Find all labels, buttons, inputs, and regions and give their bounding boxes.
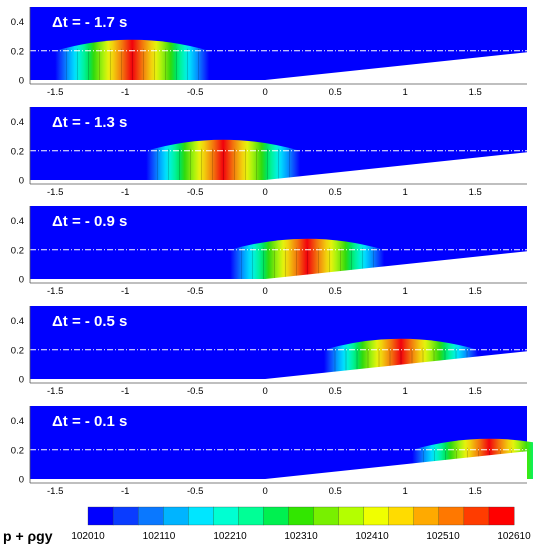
x-tick-label: 0.5 <box>329 187 342 198</box>
x-tick-label: 0.5 <box>329 286 342 297</box>
colorbar-tick-label: 102210 <box>213 531 247 542</box>
x-tick-label: -0.5 <box>187 87 203 98</box>
x-tick-label: 1 <box>403 187 408 198</box>
x-tick-label: -1.5 <box>47 286 63 297</box>
y-tick-label: 0.4 <box>11 316 24 327</box>
x-tick-label: 0 <box>263 187 268 198</box>
wave-pressure-field <box>146 139 301 180</box>
sloping-beach <box>265 451 527 479</box>
colorbar-tick-label: 102310 <box>284 531 318 542</box>
colorbar-swatch <box>363 506 390 526</box>
x-tick-label: 1 <box>403 386 408 397</box>
y-tick-label: 0 <box>19 76 24 87</box>
x-tick-label: -0.5 <box>187 286 203 297</box>
x-tick-label: 1.5 <box>469 286 482 297</box>
x-tick-label: -1 <box>121 386 129 397</box>
panel-4: Δt = - 0.5 s 0 0.2 0.4 -1.5 -1 -0.5 0 0.5 1 1.5 <box>11 306 527 397</box>
x-tick-label: 1.5 <box>469 486 482 497</box>
colorbar-swatch <box>213 506 239 526</box>
colorbar-swatch <box>87 506 114 526</box>
x-tick-label: -1.5 <box>47 187 63 198</box>
x-tick-label: -1 <box>121 486 129 497</box>
x-tick-label: 0 <box>263 486 268 497</box>
colorbar-swatch <box>137 506 164 526</box>
colorbar-label: p + ρgy <box>3 528 53 544</box>
x-tick-label: -1 <box>121 187 129 198</box>
y-tick-label: 0.2 <box>11 345 24 356</box>
sloping-beach <box>265 251 527 279</box>
panel-title: Δt = - 0.9 s <box>52 213 127 230</box>
wave-pressure-field <box>230 238 385 279</box>
y-tick-label: 0.2 <box>11 146 24 157</box>
sloping-beach <box>265 52 527 80</box>
x-tick-label: -1.5 <box>47 386 63 397</box>
x-tick-label: 1 <box>403 486 408 497</box>
y-tick-label: 0 <box>19 275 24 286</box>
colorbar-swatch <box>438 506 465 526</box>
colorbar-swatch <box>238 506 264 526</box>
panel-1: Δt = - 1.7 s 0 0.2 0.4 -1.5 -1 -0.5 0 0.5 1 1.5 <box>11 7 527 98</box>
colorbar-tick-label: 102410 <box>355 531 389 542</box>
x-tick-label: 0.5 <box>329 87 342 98</box>
x-tick-label: -1.5 <box>47 486 63 497</box>
panel-title: Δt = - 1.7 s <box>52 14 127 31</box>
colorbar-swatches <box>87 506 515 526</box>
panel-3: Δt = - 0.9 s 0 0.2 0.4 -1.5 -1 -0.5 0 0.5 1 1.5 <box>11 206 527 297</box>
colorbar-swatch <box>263 506 289 526</box>
x-tick-label: -1 <box>121 87 129 98</box>
colorbar-tick-label: 102110 <box>143 531 176 542</box>
colorbar-swatch <box>413 506 440 526</box>
y-tick-label: 0 <box>19 176 24 187</box>
y-tick-label: 0.4 <box>11 17 24 28</box>
colorbar-tick-label: 102010 <box>71 531 105 542</box>
x-tick-label: -0.5 <box>187 486 203 497</box>
y-tick-label: 0.4 <box>11 216 24 227</box>
x-tick-label: -1.5 <box>47 87 63 98</box>
colorbar-tick-label: 102610 <box>497 531 531 542</box>
x-tick-label: 0 <box>263 386 268 397</box>
sloping-beach <box>265 152 527 180</box>
x-tick-label: 0 <box>263 87 268 98</box>
y-tick-label: 0.4 <box>11 416 24 427</box>
x-tick-label: 0.5 <box>329 486 342 497</box>
panel-title: Δt = - 0.1 s <box>52 413 127 430</box>
y-tick-label: 0.2 <box>11 445 24 456</box>
panel-5: Δt = - 0.1 s 0 0.2 0.4 -1.5 -1 -0.5 0 0.5 1 1.5 <box>11 406 533 497</box>
x-tick-label: 1.5 <box>469 87 482 98</box>
y-tick-label: 0 <box>19 375 24 386</box>
x-tick-label: 1.5 <box>469 187 482 198</box>
x-tick-label: 1 <box>403 286 408 297</box>
x-tick-label: 1 <box>403 87 408 98</box>
x-tick-label: 0 <box>263 286 268 297</box>
panel-2: Δt = - 1.3 s 0 0.2 0.4 -1.5 -1 -0.5 0 0.5 1 1.5 <box>11 107 527 198</box>
colorbar-swatch <box>488 506 515 526</box>
y-tick-label: 0.2 <box>11 46 24 57</box>
y-tick-label: 0 <box>19 475 24 486</box>
colorbar-swatch <box>463 506 490 526</box>
x-tick-label: -0.5 <box>187 187 203 198</box>
colorbar-swatch <box>388 506 415 526</box>
colorbar-swatch <box>163 506 189 526</box>
colorbar-swatch <box>288 506 314 526</box>
colorbar-swatch <box>188 506 214 526</box>
x-tick-label: 1.5 <box>469 386 482 397</box>
colorbar: p + ρgy 102010 102110 102210 102310 102410 10… <box>3 506 531 544</box>
colorbar-swatch <box>313 506 340 526</box>
panel-title: Δt = - 0.5 s <box>52 313 127 330</box>
colorbar-tick-labels: 102010 102110 102210 102310 102410 102510 1026… <box>71 531 531 542</box>
wave-pressure-field <box>55 39 210 80</box>
x-tick-label: -0.5 <box>187 386 203 397</box>
colorbar-swatch <box>112 506 139 526</box>
x-tick-label: 0.5 <box>329 386 342 397</box>
y-tick-label: 0.4 <box>11 117 24 128</box>
colorbar-swatch <box>338 506 365 526</box>
y-tick-label: 0.2 <box>11 245 24 256</box>
panel-title: Δt = - 1.3 s <box>52 114 127 131</box>
colorbar-tick-label: 102510 <box>426 531 460 542</box>
sloping-beach <box>265 351 527 379</box>
x-tick-label: -1 <box>121 286 129 297</box>
panels: Δt = - 1.7 s00.20.4-1.5 -1 -0.5 0 0.5 1 1.5Δt … <box>11 7 533 497</box>
